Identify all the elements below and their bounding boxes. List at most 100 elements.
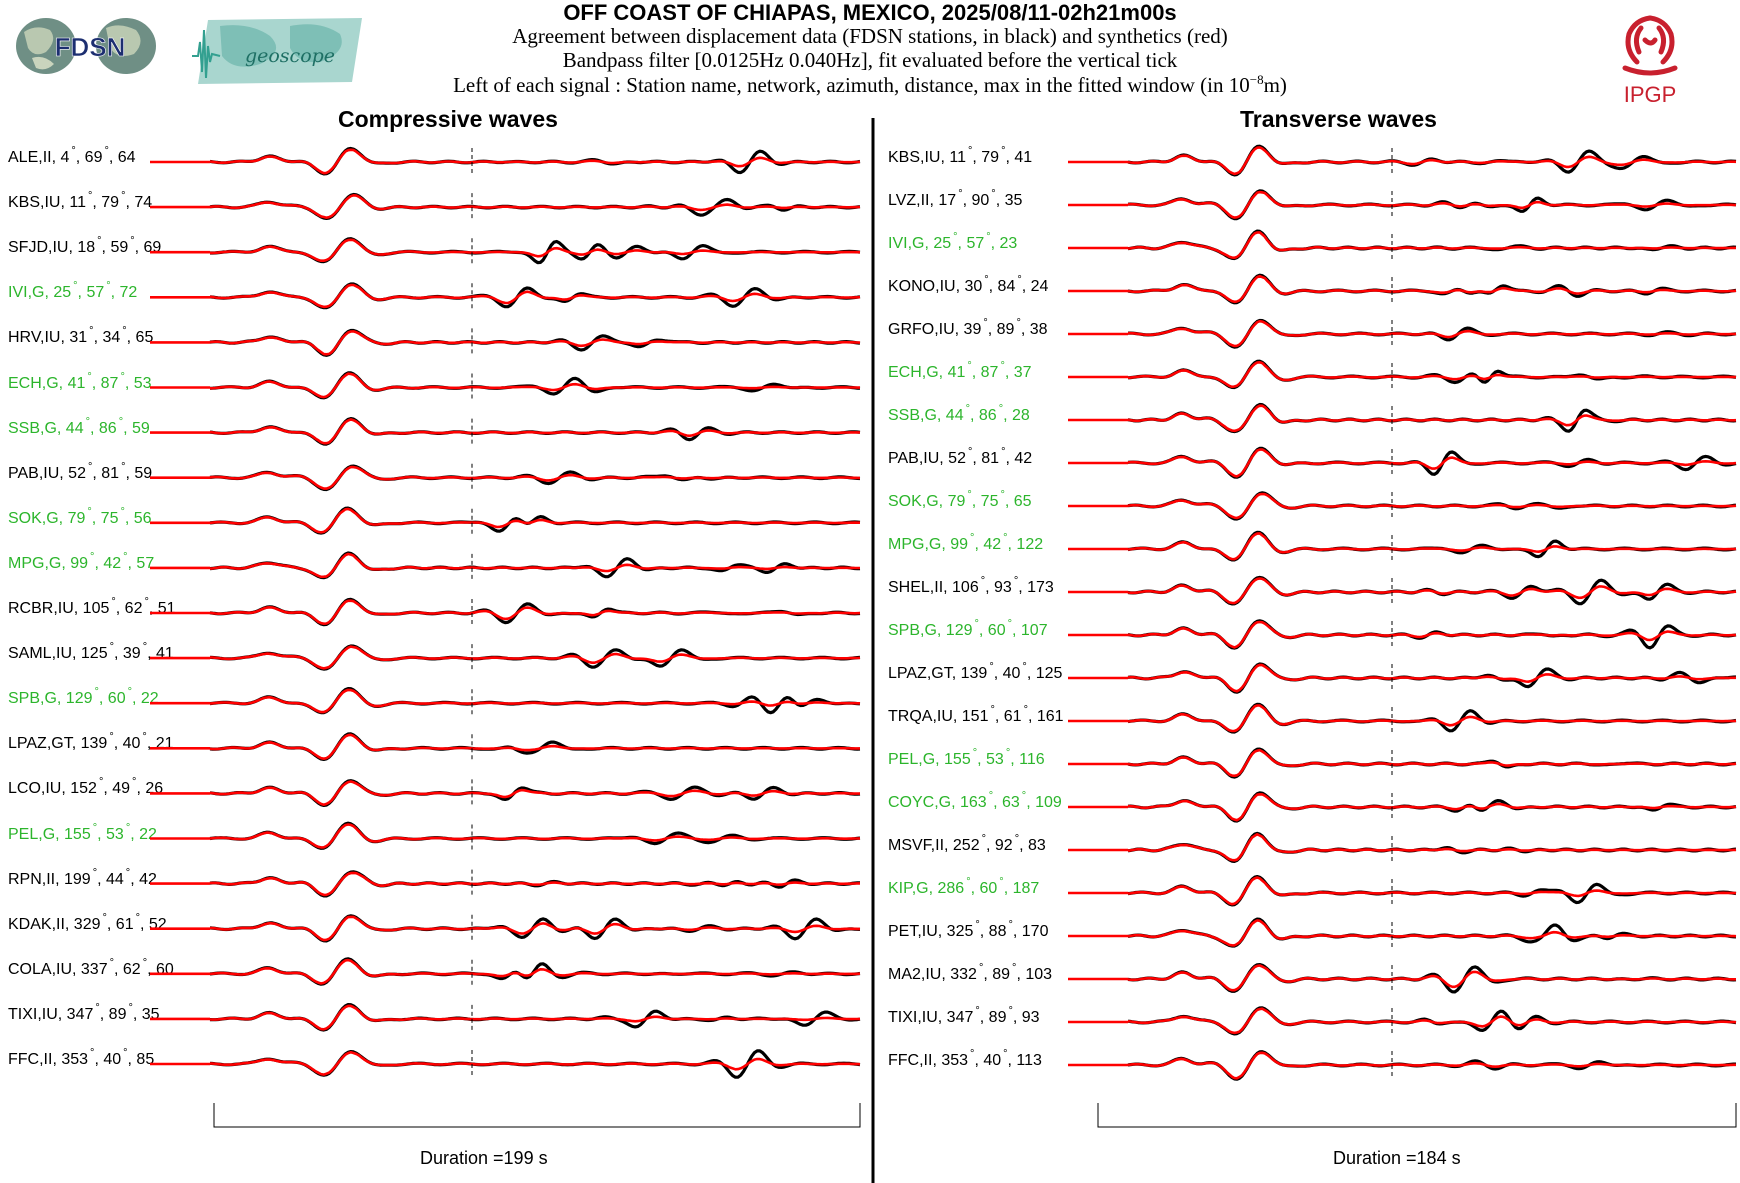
data-trace-pet [1127, 917, 1737, 948]
degree-symbol: ° [958, 188, 963, 200]
station-distance: , 81 [92, 464, 120, 482]
degree-symbol: ° [999, 876, 1004, 888]
degree-symbol: ° [981, 833, 986, 845]
station-distance: , 63 [993, 794, 1020, 811]
station-max: , 38 [1020, 321, 1048, 338]
station-label-saml: SAML,IU, 125 °, 39 °, 41 [8, 641, 174, 663]
station-label-ech: ECH,G, 41 °, 87 °, 53 [8, 371, 152, 393]
station-max: , 74 [125, 194, 153, 212]
ipgp-logo-text: IPGP [1624, 82, 1677, 106]
station-distance: , 49 [103, 780, 131, 798]
synthetic-trace-pet [1127, 919, 1737, 947]
station-distance: , 53 [97, 825, 124, 843]
station-distance: , 75 [971, 493, 999, 510]
degree-symbol: ° [991, 188, 996, 200]
synthetic-trace-sfjd [210, 238, 860, 262]
degree-symbol: ° [1000, 360, 1005, 372]
station-label-trqa: TRQA,IU, 151 °, 61 °, 161 [888, 704, 1064, 726]
station-max: , 170 [1012, 923, 1049, 940]
station-distance: , 86 [970, 407, 997, 424]
degree-symbol: ° [142, 641, 148, 654]
station-distance: , 89 [979, 1009, 1007, 1026]
degree-symbol: ° [104, 145, 109, 157]
station-max: , 116 [1010, 751, 1045, 768]
degree-symbol: ° [1014, 833, 1020, 845]
station-label-spb: SPB,G, 129 °, 60 °, 107 [888, 618, 1048, 640]
figure-title: OFF COAST OF CHIAPAS, MEXICO, 2025/08/11… [563, 0, 1177, 25]
station-distance: , 89 [987, 321, 1015, 338]
synthetic-trace-pel [209, 823, 861, 849]
station-max: , 107 [1012, 622, 1048, 639]
station-code: SAML,IU, 125 [8, 645, 108, 663]
station-code: MA2,IU, 332 [888, 966, 977, 983]
station-distance: , 81 [972, 450, 1000, 467]
synthetic-trace-msvf [1127, 833, 1736, 862]
synthetic-trace-tixi [209, 1004, 861, 1031]
degree-symbol: ° [123, 1047, 128, 1059]
station-max: , 57 [127, 554, 155, 572]
station-max: , 103 [1016, 966, 1053, 983]
station-code: SOK,G, 79 [888, 493, 966, 510]
synthetic-trace-rpn [209, 871, 860, 897]
station-code: ALE,II, 4 [8, 149, 70, 166]
degree-symbol: ° [978, 962, 984, 974]
synthetic-trace-pab [1127, 448, 1737, 478]
station-label-rcbr: RCBR,IU, 105 °, 62 °, 51 [8, 596, 176, 618]
data-trace-kip [1127, 875, 1737, 907]
station-label-hrv: HRV,IU, 31 °, 34 °, 65 [8, 325, 153, 347]
station-max: , 24 [1021, 278, 1049, 295]
subtitle-bandpass: Bandpass filter [0.0125Hz 0.040Hz], fit … [562, 48, 1178, 72]
synthetic-trace-pel [1127, 748, 1737, 778]
station-code: MPG,G, 99 [888, 536, 969, 553]
data-trace-mpg [1127, 530, 1737, 562]
synthetic-trace-kbs [209, 194, 861, 219]
station-distance: , 53 [977, 751, 1004, 768]
degree-symbol: ° [988, 790, 994, 802]
station-max: , 56 [124, 509, 152, 527]
station-max: , 109 [1026, 794, 1062, 811]
synthetic-trace-lpaz [1127, 663, 1736, 693]
station-code: MSVF,II, 252 [888, 837, 980, 854]
station-distance: , 89 [983, 966, 1011, 983]
station-distance: , 62 [114, 960, 141, 978]
degree-symbol: ° [142, 956, 148, 969]
degree-symbol: ° [87, 190, 93, 203]
station-max: , 37 [1004, 364, 1032, 381]
degree-symbol: ° [95, 1001, 100, 1014]
station-max: , 85 [127, 1051, 155, 1068]
data-trace-kono [1127, 273, 1737, 305]
degree-symbol: ° [986, 231, 991, 243]
station-label-kono: KONO,IU, 30 °, 84 °, 24 [888, 274, 1049, 296]
synthetic-trace-kono [1127, 274, 1737, 304]
station-code: SHEL,II, 106 [888, 579, 979, 596]
synthetic-trace-shel [1127, 577, 1737, 605]
station-distance: , 34 [93, 329, 121, 347]
station-label-pel: PEL,G, 155 °, 53 °, 116 [888, 747, 1045, 769]
data-trace-ech [209, 371, 861, 400]
degree-symbol: ° [966, 876, 971, 888]
station-label-ivi: IVI,G, 25 °, 57 °, 23 [888, 231, 1017, 253]
station-code: TIXI,IU, 347 [888, 1009, 974, 1026]
compressive-duration-label: Duration =199 s [420, 1148, 548, 1168]
degree-symbol: ° [967, 360, 972, 372]
station-code: KIP,G, 286 [888, 880, 965, 897]
degree-symbol: ° [974, 618, 979, 630]
degree-symbol: ° [90, 1047, 95, 1059]
degree-symbol: ° [1022, 661, 1027, 673]
degree-symbol: ° [132, 776, 137, 789]
station-label-sok: SOK,G, 79 °, 75 °, 56 [8, 506, 152, 528]
transverse-panel-title: Transverse waves [1240, 106, 1437, 132]
station-distance: , 93 [985, 579, 1012, 596]
degree-symbol: ° [989, 661, 994, 673]
data-trace-trqa [1127, 702, 1737, 734]
data-trace-ssb [1127, 402, 1737, 434]
station-distance: , 62 [115, 600, 143, 617]
station-distance: , 39 [114, 645, 141, 663]
subtitle-legend-suffix: m) [1263, 73, 1287, 97]
degree-symbol: ° [102, 911, 107, 924]
station-label-ivi: IVI,G, 25 °, 57 °, 72 [8, 280, 137, 302]
compressive-panel-title: Compressive waves [338, 106, 558, 132]
station-distance: , 69 [75, 149, 103, 166]
station-code: COLA,IU, 337 [8, 960, 108, 978]
synthetic-trace-trqa [1127, 704, 1737, 733]
